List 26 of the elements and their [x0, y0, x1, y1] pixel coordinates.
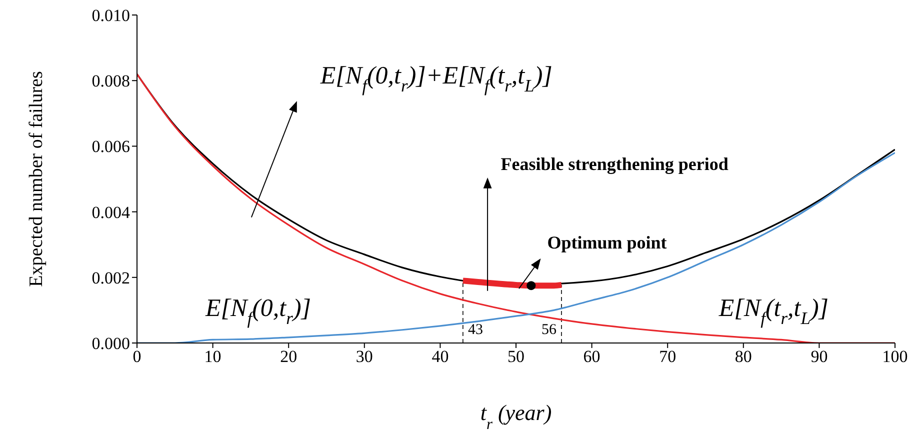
- x-tick-label: 10: [204, 347, 222, 366]
- x-axis-title: t$_{r}$ (year): [480, 400, 552, 432]
- annotation: E[N$_{f}$(0,t$_{r}$)]: [204, 294, 312, 328]
- x-tick-label: 90: [810, 347, 828, 366]
- x-tick-label: 20: [280, 347, 298, 366]
- annotation: Feasible strengthening period: [500, 154, 728, 174]
- ref-line-label: 56: [541, 322, 557, 338]
- y-tick-label: 0.000: [92, 334, 130, 354]
- y-axis-title: Expected number of failures: [26, 71, 47, 287]
- y-tick-label: 0.002: [92, 268, 130, 288]
- x-tick-label: 50: [508, 347, 524, 366]
- annotation: Optimum point: [547, 232, 667, 253]
- y-tick-label: 0.010: [92, 6, 130, 26]
- x-tick-label: 40: [432, 347, 449, 366]
- y-tick-label: 0.008: [92, 72, 130, 91]
- x-tick-label: 60: [583, 347, 600, 366]
- y-tick-label: 0.006: [92, 137, 130, 156]
- y-tick-label: 0.004: [92, 202, 130, 222]
- x-tick-label: 0: [132, 347, 142, 366]
- text: E[N$_{f}$(0,t$_{r}$)]+E[N$_{f}$(t$_{r}$,t$_{L}$)]: [320, 62, 552, 96]
- ref-line-label: 43: [468, 322, 483, 338]
- x-tick-label: 100: [882, 347, 908, 366]
- x-tick-label: 30: [356, 347, 373, 366]
- annotation: E[N$_{f}$(t$_{r}$,t$_{L}$)]: [718, 294, 829, 328]
- x-tick-label: 80: [734, 347, 752, 366]
- x-tick-label: 70: [659, 347, 676, 366]
